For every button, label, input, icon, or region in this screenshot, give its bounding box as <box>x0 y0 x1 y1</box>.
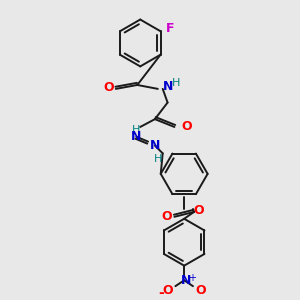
Text: N: N <box>131 130 142 143</box>
Text: H: H <box>172 78 180 88</box>
Text: O: O <box>181 121 192 134</box>
Text: -: - <box>158 286 164 300</box>
Text: O: O <box>162 284 173 297</box>
Text: O: O <box>161 210 172 223</box>
Text: H: H <box>154 154 162 164</box>
Text: +: + <box>188 273 196 283</box>
Text: F: F <box>165 22 174 35</box>
Text: O: O <box>193 205 204 218</box>
Text: N: N <box>181 274 191 287</box>
Text: N: N <box>163 80 173 93</box>
Text: O: O <box>104 81 114 94</box>
Text: N: N <box>150 139 160 152</box>
Text: H: H <box>132 125 140 135</box>
Text: O: O <box>196 284 206 297</box>
